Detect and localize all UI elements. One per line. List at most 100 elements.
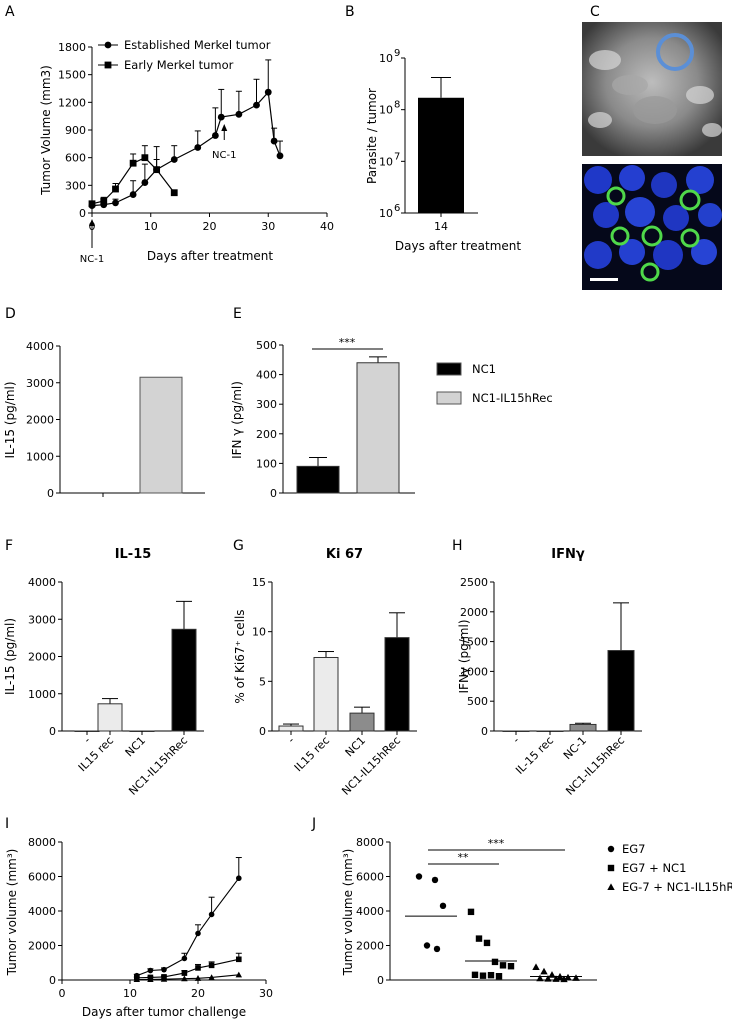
panel-d-bar — [139, 376, 183, 494]
panel-d-chart: 0 1000 2000 3000 4000 IL-15 (pg/ml) — [3, 340, 205, 500]
panel-j-data-point — [475, 935, 483, 942]
panel-a-y-tick-label: 900 — [65, 124, 86, 137]
panel-e-chart: 0 100 200 300 400 500 NC1 NC1-IL15hRec *** IFN γ … — [230, 336, 553, 500]
panel-g-bar — [278, 725, 304, 732]
panel-e-y-tick-label: 200 — [256, 428, 277, 441]
panel-label-b: B — [345, 4, 355, 20]
panel-b-y-tick-label: 10 — [379, 104, 393, 117]
panel-j-data-point — [471, 971, 479, 979]
panel-b-y-axis-label: Parasite / tumor — [365, 88, 379, 184]
panel-a-data-point — [141, 154, 149, 162]
panel-e-y-tick-label: 0 — [270, 487, 277, 500]
panel-j-y-tick-label: 8000 — [356, 836, 384, 849]
panel-h-y-tick-label: 1000 — [460, 665, 488, 678]
panel-i-data-point — [236, 875, 242, 882]
panel-a-annotation: NC-1 — [80, 254, 104, 265]
panel-j-legend-label: EG7 + NC1 — [622, 861, 686, 875]
panel-i-data-point — [133, 976, 141, 983]
panel-j-data-point — [552, 975, 560, 982]
panel-a-data-point — [211, 132, 219, 139]
panel-a-data-point — [170, 189, 178, 197]
panel-e-bar — [356, 362, 400, 494]
panel-j-data-point — [495, 973, 503, 980]
panel-g-y-tick-label: 5 — [259, 675, 266, 688]
panel-i-y-tick-label: 8000 — [28, 836, 56, 849]
panel-h-x-tick-label: - — [510, 734, 522, 746]
panel-g-y-tick-label: 0 — [259, 725, 266, 738]
panel-j-legend-label: EG7 — [622, 842, 646, 856]
panel-a-data-point — [264, 88, 272, 96]
panel-f-x-tick-label: NC1 — [123, 734, 148, 759]
panel-j-data-point — [467, 908, 475, 916]
panel-label-g: G — [233, 538, 244, 554]
panel-b-y-tick-label: 10 — [379, 52, 393, 65]
panel-a-y-tick-label: 1800 — [58, 41, 86, 54]
panel-j-y-tick-label: 0 — [377, 974, 384, 987]
panel-a-x-tick-label: 30 — [261, 220, 275, 233]
panel-f-x-tick-label: IL15 rec — [76, 734, 116, 774]
panel-h-x-tick-label: IL-15 rec — [513, 734, 556, 777]
panel-i-y-tick-label: 6000 — [28, 871, 56, 884]
panel-label-a: A — [5, 4, 15, 20]
panel-i-data-point — [181, 975, 188, 982]
panel-h-bar — [607, 650, 635, 732]
panel-a-y-tick-label: 300 — [65, 179, 86, 192]
panel-e-bar — [296, 465, 340, 494]
panel-j-legend-marker — [607, 864, 615, 872]
panel-j-data-point — [544, 974, 552, 982]
panel-f-y-tick-label: 3000 — [28, 613, 56, 626]
panel-h-y-tick-label: 1500 — [460, 636, 488, 649]
panel-j-data-point — [540, 967, 548, 975]
panel-h-y-tick-label: 500 — [467, 695, 488, 708]
panel-i-data-point — [194, 975, 202, 981]
panel-f-y-tick-label: 4000 — [28, 576, 56, 589]
panel-j-data-point — [507, 963, 515, 970]
panel-label-d: D — [5, 306, 16, 322]
panel-label-c: C — [590, 4, 600, 20]
panel-j-y-tick-label: 2000 — [356, 940, 384, 953]
panel-i-x-tick-label: 0 — [59, 987, 66, 1000]
panel-a-data-point — [235, 110, 243, 118]
panel-c-images — [582, 22, 722, 290]
panel-g-title: Ki 67 — [326, 547, 363, 562]
scale-bar — [590, 278, 618, 281]
panel-a-data-point — [129, 191, 137, 198]
panel-f-y-tick-label: 0 — [49, 725, 56, 738]
panel-j-data-point — [572, 974, 580, 981]
panel-a-y-tick-label: 1500 — [58, 69, 86, 82]
panel-i-chart: 0 2000 4000 6000 8000 0 10 20 30 Tumor volume (mm… — [5, 836, 273, 1019]
panel-j-data-point — [483, 939, 491, 947]
panel-i-data-point — [195, 965, 201, 971]
panel-a-chart: 0300600900120015001800010203040Tumor Vol… — [39, 38, 334, 265]
panel-h-y-tick-label: 0 — [481, 725, 488, 738]
panel-h-bar — [569, 723, 597, 732]
panel-g-x-tick-label: NC1 — [343, 734, 368, 759]
panel-a-y-tick-label: 1200 — [58, 96, 86, 109]
panel-a-legend-marker — [104, 41, 112, 49]
panel-d-y-tick-label: 3000 — [26, 377, 54, 390]
panel-i-data-point — [181, 970, 188, 976]
panel-d-y-tick-label: 4000 — [26, 340, 54, 353]
highlight-circle — [656, 33, 694, 71]
panel-d-y-tick-label: 0 — [47, 487, 54, 500]
panel-e-legend-label: NC1 — [472, 362, 496, 376]
panel-i-data-point — [181, 955, 188, 962]
panel-b-y-tick-exponent: 6 — [394, 203, 400, 214]
panel-f-y-tick-label: 2000 — [28, 651, 56, 664]
panel-a-arrowhead — [221, 124, 228, 131]
panel-a-data-point — [253, 101, 260, 109]
panel-j-y-axis-label: Tumor volume (mm³) — [341, 849, 355, 977]
panel-b-bar — [418, 97, 464, 213]
panel-i-x-axis-label: Days after tumor challenge — [82, 1005, 246, 1019]
panel-i-data-point — [160, 975, 168, 982]
panel-e-y-tick-label: 300 — [256, 398, 277, 411]
panel-i-data-point — [208, 974, 215, 980]
panel-a-data-point — [141, 179, 149, 186]
panel-i-data-point — [195, 930, 201, 937]
panel-j-significance-label: *** — [488, 837, 505, 850]
panel-i-data-point — [147, 967, 154, 974]
panel-i-data-point — [235, 971, 243, 978]
